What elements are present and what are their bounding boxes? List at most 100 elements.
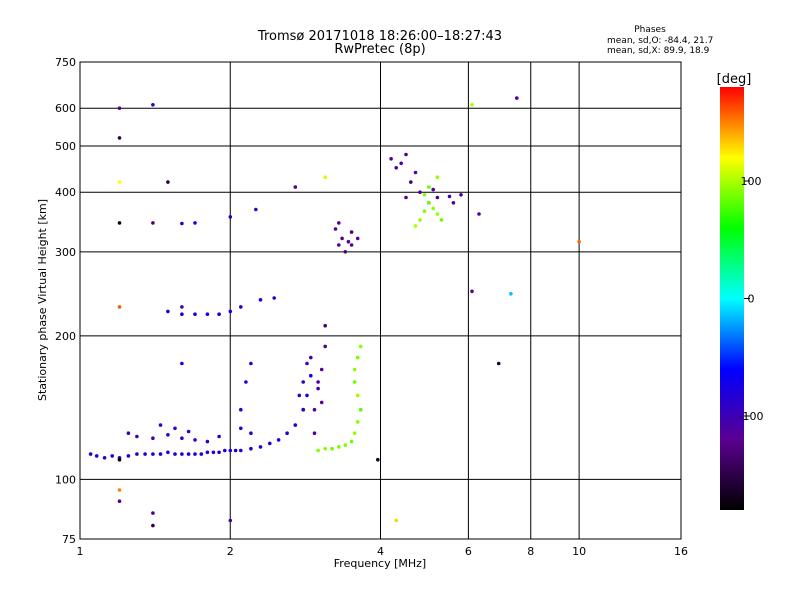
data-point	[316, 380, 320, 384]
data-point	[228, 518, 233, 523]
data-point	[346, 239, 351, 244]
data-point	[166, 309, 170, 314]
data-point	[394, 518, 399, 523]
data-point	[117, 499, 122, 504]
data-point	[509, 292, 513, 296]
data-point	[217, 312, 221, 317]
data-point	[435, 175, 440, 179]
data-point	[305, 361, 309, 366]
y-tick-label: 100	[55, 473, 76, 486]
data-point	[333, 227, 338, 231]
data-point	[151, 103, 155, 107]
data-point	[389, 157, 393, 161]
data-point	[323, 446, 328, 451]
data-point	[135, 452, 139, 456]
x-tick-label: 1	[77, 545, 84, 558]
data-point	[249, 446, 253, 451]
data-point	[166, 433, 170, 437]
data-point	[239, 426, 243, 431]
data-point	[180, 436, 184, 441]
data-point	[330, 446, 334, 451]
data-point	[301, 407, 306, 412]
data-point	[305, 393, 309, 398]
data-point	[340, 236, 344, 241]
data-point	[297, 393, 302, 398]
data-point	[355, 393, 360, 398]
data-point	[276, 438, 281, 442]
data-point	[94, 454, 99, 458]
colorbar-tick-label: -100	[739, 410, 764, 423]
data-point	[117, 106, 122, 110]
data-point	[228, 309, 233, 314]
data-point	[352, 367, 357, 372]
data-point	[186, 429, 191, 434]
data-point	[126, 431, 131, 436]
data-point	[117, 136, 122, 140]
data-point	[358, 407, 363, 412]
data-point	[301, 380, 306, 384]
data-point	[343, 250, 348, 254]
data-point	[180, 312, 184, 317]
data-point	[166, 450, 170, 455]
data-point	[193, 312, 197, 317]
data-point	[158, 423, 163, 427]
data-point	[249, 361, 253, 366]
data-point	[249, 431, 253, 436]
data-point	[427, 185, 431, 189]
x-axis-label: Frequency [MHz]	[334, 557, 426, 570]
data-point	[285, 431, 289, 436]
data-point	[431, 187, 436, 192]
data-point	[180, 305, 184, 309]
data-point	[268, 441, 272, 446]
data-point	[343, 443, 348, 447]
data-point	[409, 180, 413, 184]
data-point	[496, 361, 501, 366]
data-point	[193, 221, 197, 225]
data-point	[217, 450, 221, 455]
data-point	[117, 180, 122, 184]
plot-grid	[79, 61, 682, 540]
data-point	[309, 373, 313, 378]
data-point	[399, 161, 404, 166]
data-point	[135, 434, 139, 439]
data-point	[404, 152, 408, 157]
data-point	[439, 218, 444, 222]
y-tick-label: 300	[55, 246, 76, 259]
data-point	[435, 212, 440, 216]
data-point	[349, 230, 354, 234]
data-point	[418, 190, 422, 194]
data-point	[349, 439, 354, 444]
data-point	[151, 452, 155, 456]
x-tick-label: 2	[227, 545, 234, 558]
data-point	[193, 438, 197, 442]
data-point	[272, 296, 277, 300]
data-point	[180, 221, 184, 226]
y-tick-labels: 75 100 200 300 400 500 600 750	[55, 56, 76, 546]
data-point	[352, 380, 357, 384]
data-point	[337, 445, 341, 449]
data-point	[228, 215, 233, 219]
data-point	[316, 448, 320, 453]
x-tick-label: 6	[465, 545, 472, 558]
data-point	[404, 195, 408, 200]
data-point	[151, 436, 155, 441]
data-point	[193, 452, 197, 456]
data-point	[254, 207, 258, 212]
data-point	[223, 448, 227, 453]
x-tick-label: 10	[572, 545, 586, 558]
data-point	[233, 448, 238, 453]
x-tick-labels: 1 2 4 6 8 10 16	[77, 545, 689, 558]
stats-line-x: mean, sd,X: 89.9, 18.9	[607, 46, 710, 56]
data-point	[102, 456, 107, 460]
data-points	[88, 96, 581, 528]
stats-line-o: mean, sd,O: -84.4, 21.7	[607, 36, 713, 46]
data-point	[358, 344, 363, 349]
data-point	[239, 448, 243, 453]
data-point	[427, 201, 431, 205]
data-point	[451, 201, 456, 205]
data-point	[418, 218, 422, 222]
data-point	[88, 452, 93, 456]
x-tick-label: 8	[527, 545, 534, 558]
data-point	[158, 452, 163, 456]
